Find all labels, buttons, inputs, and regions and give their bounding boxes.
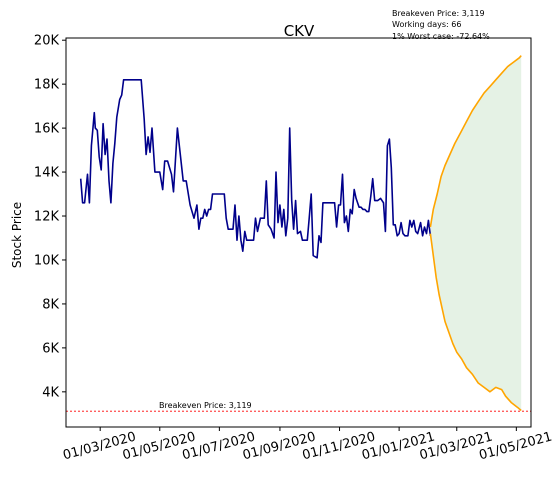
breakeven-layer: Breakeven Price: 3,119 [66,401,531,412]
y-tick-label: 8K [42,297,59,312]
breakeven-label: Breakeven Price: 3,119 [159,401,252,410]
chart-title: CKV [284,22,315,40]
y-tick-label: 20K [34,34,60,49]
y-axis-label: Stock Price [10,202,24,268]
y-tick-label: 4K [42,385,59,400]
y-tick-label: 18K [34,78,60,93]
info-line-breakeven: Breakeven Price: 3,119 [392,9,485,18]
y-tick-label: 12K [34,210,60,225]
info-box: Breakeven Price: 3,119 Working days: 66 … [392,9,490,41]
forecast-band [430,55,522,411]
series-line-forecast-upper [429,55,522,228]
y-tick-label: 14K [34,166,60,181]
plot-frame [65,37,532,428]
info-line-working-days: Working days: 66 [392,20,461,29]
y-tick-label: 6K [42,341,59,356]
y-tick-label: 16K [34,122,60,137]
forecast-fill-layer [430,55,522,411]
series-line-history [79,79,432,259]
info-line-worst-case: 1% Worst case: -72.64% [392,32,490,41]
series-line-forecast-lower [429,233,522,412]
y-tick-label: 10K [34,253,60,268]
series-layer [79,55,522,412]
